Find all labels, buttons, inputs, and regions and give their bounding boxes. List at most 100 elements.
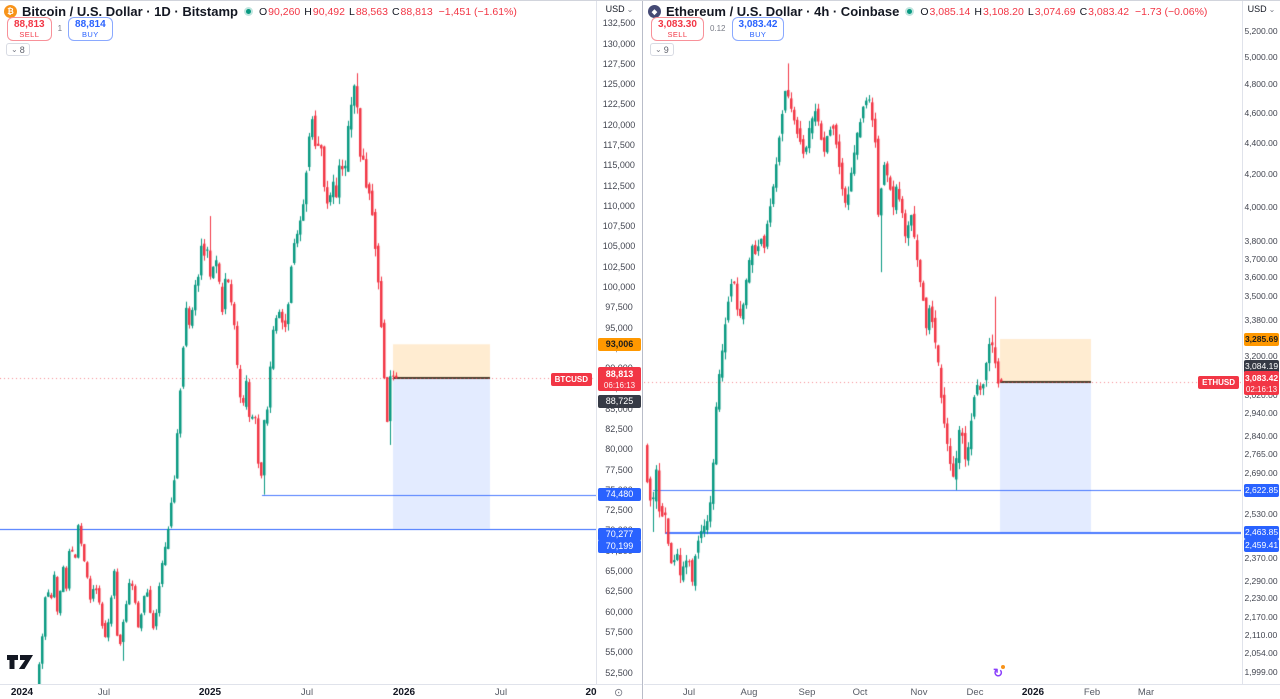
price-tick-label: 97,500 <box>605 302 633 313</box>
btc-change: −1,451 (−1.61%) <box>438 5 517 18</box>
tradingview-logo[interactable] <box>6 653 36 671</box>
eth-spread-value: 0.12 <box>709 24 726 34</box>
btc-indicators-collapse-toggle[interactable]: ⌄ 8 <box>6 43 30 56</box>
time-axis-label: 2026 <box>1021 687 1045 698</box>
eth-symbol-title[interactable]: Ethereum / U.S. Dollar · 4h · Coinbase <box>666 4 900 19</box>
blue-price-label: 2,463.85 <box>1244 525 1279 539</box>
chevron-down-icon: ⌄ <box>626 5 634 14</box>
eth-time-axis[interactable]: Jul Aug Sep Oct Nov Dec 2026 Feb Mar <box>644 684 1280 699</box>
price-tick-label: 85,000 <box>605 403 633 414</box>
btc-sell-button[interactable]: 88,813 SELL <box>7 17 52 41</box>
time-axis-label: 2026 <box>392 687 416 698</box>
chevron-down-icon: ⌄ <box>655 45 662 54</box>
price-tick-label: 4,200.00 <box>1244 168 1278 179</box>
btc-axis-currency[interactable]: USD ⌄ <box>605 4 634 14</box>
price-tick-label: 1,999.00 <box>1244 666 1278 677</box>
market-status-dot <box>245 9 251 14</box>
time-axis-label: 2025 <box>198 687 222 698</box>
price-tick-label: 107,500 <box>602 221 636 232</box>
time-axis-label: 20 <box>585 687 597 698</box>
price-tick-label: 57,500 <box>605 626 633 637</box>
price-tick-label: 110,000 <box>603 200 635 211</box>
price-tick-label: 125,000 <box>602 79 636 90</box>
price-tick-label: 77,500 <box>605 464 633 475</box>
bitcoin-icon: ₿ <box>4 5 17 18</box>
price-tick-label: 3,380.00 <box>1244 314 1278 325</box>
eth-chart-canvas[interactable] <box>644 1 1241 684</box>
price-tick-label: 2,110.00 <box>1244 630 1278 641</box>
time-axis-label: Aug <box>740 687 758 698</box>
time-axis-label: Jul <box>97 687 111 698</box>
price-tick-label: 4,400.00 <box>1244 137 1278 148</box>
btc-header: ₿ Bitcoin / U.S. Dollar · 1D · Bitstamp … <box>4 4 517 19</box>
chevron-down-icon: ⌄ <box>11 45 18 54</box>
price-tick-label: 3,800.00 <box>1244 235 1278 246</box>
market-status-dot <box>907 9 913 14</box>
eth-trade-widget: 3,083.30 SELL 0.12 3,083.42 BUY <box>651 17 785 41</box>
time-axis-label: Oct <box>852 687 868 698</box>
price-tick-label: 95,000 <box>605 322 633 333</box>
price-tick-label: 2,370.00 <box>1244 552 1278 563</box>
blue-price-label: 2,459.41 <box>1244 538 1279 552</box>
time-axis-label: 2024 <box>10 687 34 698</box>
blue-price-label: 70,199 <box>598 539 641 553</box>
price-tick-label: 3,020.00 <box>1244 390 1278 401</box>
btc-time-axis[interactable]: ⊙ 2024 Jul 2025 Jul 2026 Jul 20 <box>0 684 642 699</box>
btc-ohlc-values: O 90,260 H 90,492 L 88,563 C 88,813 −1,451 (… <box>258 5 517 18</box>
btc-trade-widget: 88,813 SELL 1 88,814 BUY <box>7 17 113 41</box>
time-axis-label: Nov <box>910 687 928 698</box>
dark-price-label: 3,084.19 <box>1244 359 1279 373</box>
eth-axis-currency[interactable]: USD ⌄ <box>1247 4 1276 14</box>
price-tick-label: 3,600.00 <box>1244 272 1278 283</box>
price-tick-label: 2,290.00 <box>1244 575 1278 586</box>
price-tick-label: 132,500 <box>602 18 636 29</box>
ethereum-icon: ◆ <box>648 5 661 18</box>
btc-spread-value: 1 <box>57 24 63 34</box>
price-tick-label: 82,500 <box>605 424 633 435</box>
eth-buy-button[interactable]: 3,083.42 BUY <box>731 17 785 41</box>
eth-price-axis[interactable]: USD ⌄ 5,200.00 5,000.00 4,800.00 4,600.00 4,4… <box>1242 1 1280 684</box>
price-tick-label: 127,500 <box>602 58 636 69</box>
blue-price-label: 2,622.85 <box>1244 483 1279 497</box>
axis-settings-icon[interactable]: ⊙ <box>614 687 624 699</box>
time-axis-label: Jul <box>682 687 696 698</box>
price-tick-label: 115,000 <box>603 160 635 171</box>
price-tick-label: 102,500 <box>602 261 636 272</box>
price-tick-label: 2,530.00 <box>1244 508 1278 519</box>
time-axis-label: Sep <box>798 687 816 698</box>
current-price-label: 3,083.42 02:16:13 <box>1244 370 1279 395</box>
price-tick-label: 2,840.00 <box>1244 431 1278 442</box>
price-tick-label: 117,500 <box>603 139 635 150</box>
btc-buy-button[interactable]: 88,814 BUY <box>68 17 113 41</box>
dark-price-label: 88,725 <box>598 394 641 408</box>
time-axis-label: Jul <box>494 687 508 698</box>
eth-sell-button[interactable]: 3,083.30 SELL <box>651 17 704 41</box>
eth-change: −1.73 (−0.06%) <box>1135 5 1208 18</box>
price-tick-label: 5,200.00 <box>1244 25 1278 36</box>
price-tick-label: 3,200.00 <box>1244 351 1278 362</box>
eth-collapse-count: 9 <box>663 44 669 55</box>
btc-chart-canvas[interactable] <box>0 1 596 684</box>
price-tick-label: 52,500 <box>605 667 633 678</box>
replay-event-icon[interactable]: ↻ <box>993 665 1006 680</box>
eth-pane: ◆ Ethereum / U.S. Dollar · 4h · Coinbase… <box>644 1 1280 699</box>
price-tick-label: 2,054.00 <box>1244 648 1278 659</box>
price-tick-label: 4,600.00 <box>1244 107 1278 118</box>
eth-indicators-collapse-toggle[interactable]: ⌄ 9 <box>650 43 674 56</box>
price-tick-label: 2,170.00 <box>1244 611 1278 622</box>
time-axis-label: Mar <box>1137 687 1155 698</box>
btc-price-axis[interactable]: USD ⌄ 132,500 130,000 127,500 125,000 122,500… <box>596 1 642 684</box>
price-tick-label: 2,765.00 <box>1244 449 1278 460</box>
price-tick-label: 60,000 <box>605 606 633 617</box>
price-tick-label: 2,940.00 <box>1244 408 1278 419</box>
btc-symbol-title[interactable]: Bitcoin / U.S. Dollar · 1D · Bitstamp <box>22 4 238 19</box>
price-tick-label: 3,500.00 <box>1244 291 1278 302</box>
price-tick-label: 55,000 <box>605 647 633 658</box>
price-tick-label: 105,000 <box>602 241 636 252</box>
price-tick-label: 4,000.00 <box>1244 201 1278 212</box>
price-tick-label: 112,500 <box>603 180 635 191</box>
eth-header: ◆ Ethereum / U.S. Dollar · 4h · Coinbase… <box>648 4 1207 19</box>
price-tick-label: 80,000 <box>605 444 633 455</box>
time-axis-label: Dec <box>966 687 984 698</box>
price-tick-label: 2,230.00 <box>1244 593 1278 604</box>
